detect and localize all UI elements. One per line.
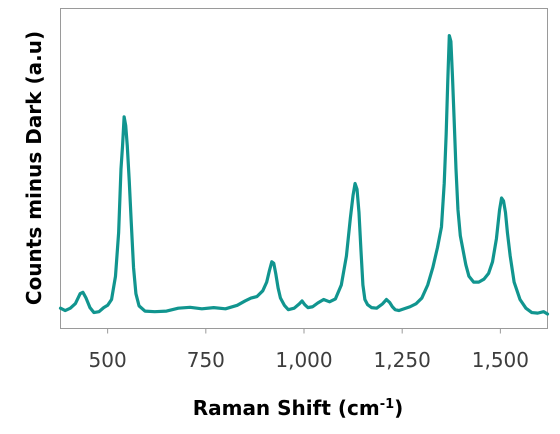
x-tick-label: 500 [89, 348, 127, 372]
x-axis-tick-labels: 500 750 1,000 1,250 1,500 [89, 348, 529, 372]
x-tick-label: 1,500 [472, 348, 529, 372]
x-axis-ticks [107, 328, 501, 334]
spectrum-series-line [58, 34, 550, 316]
x-tick-label: 750 [187, 348, 225, 372]
y-axis-title: Counts minus Dark (a.u) [22, 31, 46, 305]
x-tick-label: 1,250 [374, 348, 431, 372]
x-axis-title: Raman Shift (cm-1) [193, 396, 404, 420]
x-tick-label: 1,000 [275, 348, 332, 372]
